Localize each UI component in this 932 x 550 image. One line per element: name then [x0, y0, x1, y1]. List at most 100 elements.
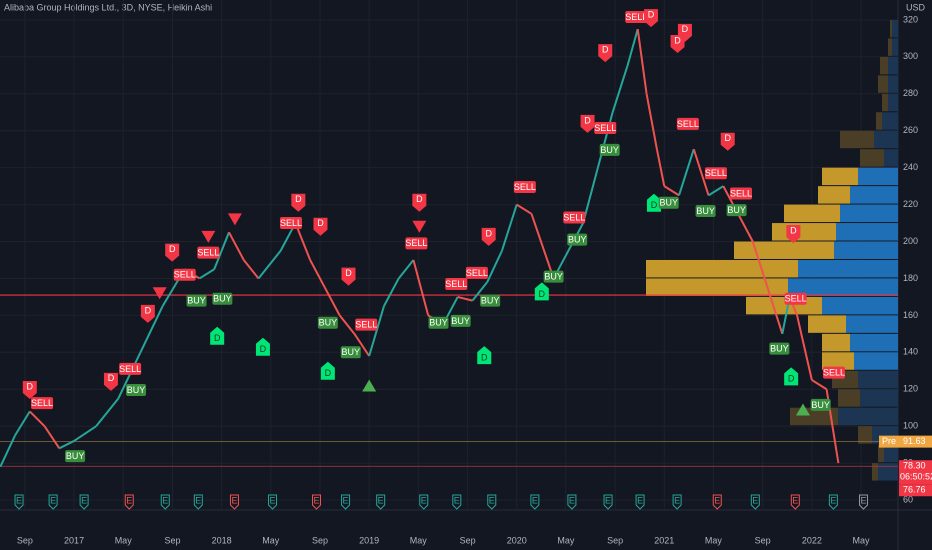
y-tick-label: 280	[903, 88, 918, 98]
signal-label: SELL	[355, 319, 377, 329]
x-tick-label: Sep	[17, 535, 33, 545]
signal-shape	[670, 34, 685, 53]
signal-label: BUY	[187, 295, 206, 305]
signal-d_down: D	[165, 243, 180, 262]
volume-down	[840, 130, 874, 149]
signal-buy: BUY	[810, 398, 831, 411]
signal-shape	[784, 367, 799, 386]
volume-up	[788, 278, 898, 296]
signal-tri_down	[152, 287, 167, 300]
signal-label: SELL	[405, 238, 427, 248]
volume-up	[840, 204, 898, 223]
signal-sell: SELL	[31, 397, 53, 410]
signal-d_down: D	[643, 9, 658, 28]
earnings-label: E	[489, 495, 495, 505]
volume-up	[850, 333, 898, 352]
price-segment	[324, 287, 341, 316]
volume-up	[874, 130, 898, 149]
price-tag-prefix	[879, 435, 899, 448]
earnings-shape	[268, 494, 278, 510]
volume-down	[860, 149, 884, 167]
price-segment	[655, 149, 666, 187]
signal-box	[186, 294, 207, 307]
signal-label: SELL	[677, 119, 699, 129]
price-tag-box	[899, 484, 932, 497]
earnings-shape	[376, 494, 386, 510]
signal-label: SELL	[174, 270, 196, 280]
x-tick-label: Sep	[460, 535, 476, 545]
earnings-marker: E	[268, 494, 278, 510]
signal-label: D	[648, 9, 655, 19]
signal-label: D	[214, 333, 221, 343]
price-segment	[43, 425, 61, 449]
signal-label: SELL	[823, 367, 845, 377]
signal-d_down: D	[720, 132, 735, 151]
price-segment	[811, 379, 828, 391]
x-tick-label: 2022	[802, 535, 822, 545]
signal-label: D	[682, 24, 689, 34]
price-segment	[708, 185, 724, 197]
signal-label: D	[145, 305, 152, 315]
signal-sell: SELL	[280, 217, 302, 230]
signal-box	[428, 316, 449, 329]
earnings-shape	[790, 494, 800, 510]
signal-box	[480, 294, 501, 307]
signal-buy: BUY	[695, 205, 716, 218]
signal-sell: SELL	[563, 211, 585, 224]
signal-label: SELL	[197, 247, 219, 257]
signal-sell: SELL	[355, 318, 377, 331]
signal-label: SELL	[119, 364, 141, 374]
signal-box	[465, 266, 488, 279]
price-segment	[796, 315, 813, 381]
volume-down	[838, 389, 860, 407]
signal-label: D	[317, 218, 324, 228]
signal-box	[197, 246, 220, 259]
signal-box	[450, 314, 471, 327]
signal-shape	[291, 193, 306, 212]
signal-label: BUY	[213, 294, 232, 304]
price-segment	[678, 148, 695, 196]
signal-label: D	[260, 344, 267, 354]
signal-tri_up	[362, 379, 377, 392]
signal-shape	[22, 380, 37, 399]
signal-label: D	[485, 228, 492, 238]
signal-label: D	[325, 368, 332, 378]
earnings-marker: E	[750, 494, 760, 510]
earnings-shape	[487, 494, 497, 510]
volume-up	[838, 407, 898, 426]
signal-label: D	[169, 244, 176, 254]
signal-d_up: D	[646, 193, 661, 212]
volume-down	[822, 167, 858, 186]
signal-buy: BUY	[567, 233, 588, 246]
volume-up	[836, 223, 898, 241]
signal-box	[513, 181, 536, 194]
signal-box	[567, 233, 588, 246]
signal-shape	[140, 304, 155, 323]
earnings-marker: E	[712, 494, 722, 510]
earnings-marker: E	[124, 494, 134, 510]
signal-shape	[103, 372, 118, 391]
x-tick-label: 2019	[359, 535, 379, 545]
volume-up	[860, 389, 898, 407]
earnings-shape	[530, 494, 540, 510]
signal-sell: SELL	[173, 268, 196, 281]
volume-up	[846, 315, 898, 333]
earnings-marker: E	[160, 494, 170, 510]
earnings-shape	[858, 494, 868, 510]
signal-box	[695, 205, 716, 218]
signal-box	[594, 121, 617, 134]
signal-label: BUY	[659, 198, 678, 208]
earnings-marker: E	[672, 494, 682, 510]
earnings-label: E	[674, 495, 680, 505]
signal-shape	[534, 282, 549, 301]
signal-label: SELL	[514, 182, 536, 192]
earnings-marker: E	[487, 494, 497, 510]
signal-box	[173, 268, 196, 281]
signal-label: BUY	[481, 295, 500, 305]
earnings-marker: E	[79, 494, 89, 510]
volume-up	[798, 259, 898, 278]
signal-box	[726, 204, 747, 217]
price-tag-box	[899, 460, 932, 485]
price-tag-note: 06:50:52	[900, 472, 932, 482]
